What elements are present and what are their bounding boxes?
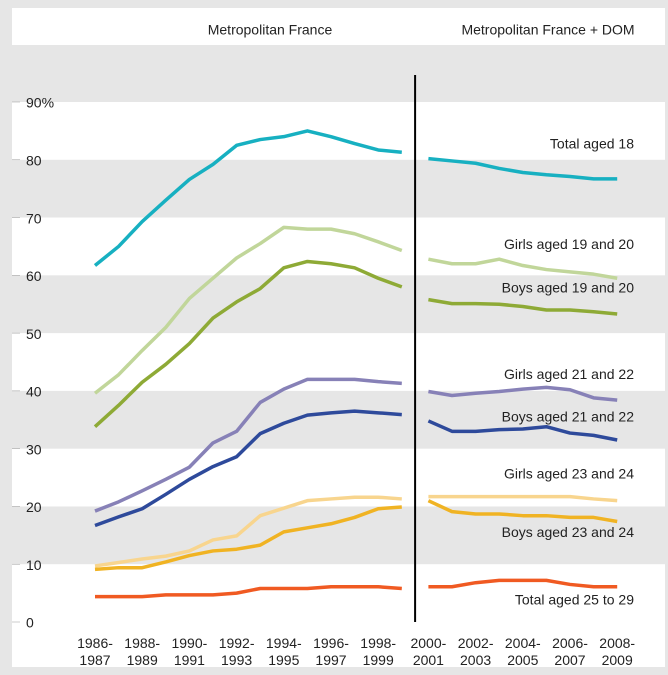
y-tick-label: 30 [26, 441, 42, 457]
series-line [93, 129, 402, 267]
series-label: Boys aged 21 and 22 [502, 409, 635, 425]
x-tick-label: 2008-2009 [599, 635, 635, 668]
section-title: Metropolitan France + DOM [461, 22, 634, 38]
series-label: Girls aged 23 and 24 [504, 465, 634, 481]
series-line [93, 225, 403, 395]
x-tick-label: 1992-1993 [219, 635, 255, 668]
grid-band [12, 390, 665, 449]
x-tick-label: 2000-2001 [410, 635, 446, 668]
series-line [94, 505, 402, 572]
x-tick-label: 1986-1987 [77, 635, 113, 668]
series-line [93, 259, 403, 429]
y-tick-label: 70 [26, 210, 42, 226]
grid-band [12, 275, 665, 334]
y-tick-label: 60 [26, 268, 42, 284]
series-line [428, 578, 618, 589]
series-label: Boys aged 19 and 20 [502, 280, 635, 296]
series-line [427, 419, 618, 442]
x-tick-label: 1994-1995 [266, 635, 302, 668]
series-label: Boys aged 23 and 24 [502, 524, 635, 540]
y-tick-label: 50 [26, 326, 42, 342]
y-tick-label: 80 [26, 152, 42, 168]
x-tick-label: 2002-2003 [458, 635, 494, 668]
y-tick-label: 20 [26, 499, 42, 515]
series-line [427, 499, 618, 524]
y-tick-label: 40 [26, 384, 42, 400]
section-title: Metropolitan France [208, 22, 333, 38]
y-tick-label: 0 [26, 615, 34, 631]
series-line [94, 409, 402, 528]
series-label: Total aged 25 to 29 [515, 591, 634, 607]
header-band [12, 45, 665, 102]
series-line [94, 495, 402, 568]
series-line [94, 377, 402, 513]
x-tick-label: 1998-1999 [360, 635, 396, 668]
series-line [428, 385, 618, 402]
series-line [428, 257, 618, 280]
series-label: Girls aged 19 and 20 [504, 236, 634, 252]
x-tick-label: 1988-1989 [124, 635, 160, 668]
series-line [95, 585, 402, 599]
y-tick-label: 90% [26, 95, 54, 111]
x-tick-label: 1996-1997 [313, 635, 349, 668]
x-tick-label: 2006-2007 [552, 635, 588, 668]
series-line [428, 494, 618, 503]
grid-band [12, 159, 665, 218]
series-label: Total aged 18 [550, 136, 634, 152]
series-line [428, 297, 618, 316]
y-tick-label: 10 [26, 557, 42, 573]
series-label: Girls aged 21 and 22 [504, 366, 634, 382]
x-tick-label: 2004-2005 [505, 635, 541, 668]
series-line [428, 156, 618, 181]
x-tick-label: 1990-1991 [171, 635, 207, 668]
